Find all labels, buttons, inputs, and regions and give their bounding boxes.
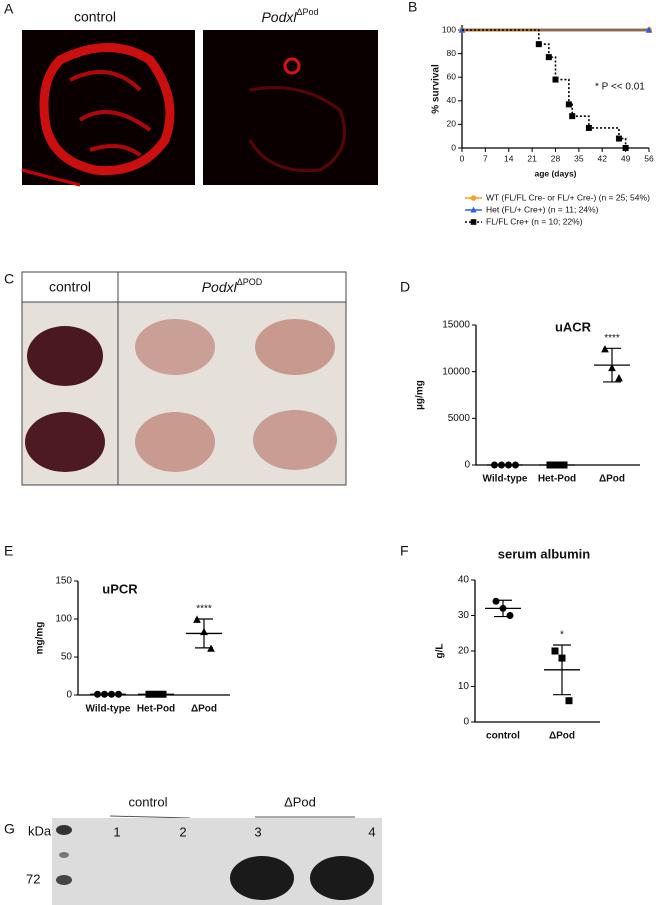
y-tick-label: 10	[458, 681, 470, 692]
x-tick-label: 56	[644, 153, 654, 163]
point	[615, 374, 623, 382]
panel-label: A	[4, 1, 14, 17]
image-label: PodxlΔPod	[261, 7, 318, 24]
label-sup: ΔPod	[297, 7, 319, 17]
header-main: Podxl	[202, 279, 238, 295]
y-axis-label: mg/mg	[35, 622, 46, 655]
panel-label: E	[4, 543, 13, 559]
y-tick-label: 5000	[448, 413, 471, 424]
lane-label: 4	[368, 824, 375, 839]
x-tick-label: control	[486, 731, 520, 742]
unit-label: kDa	[28, 823, 52, 838]
legend-marker	[470, 219, 477, 225]
x-tick-label: ΔPod	[599, 474, 625, 485]
marker-label: 72	[26, 871, 40, 886]
point	[551, 647, 559, 655]
lane-label: 3	[254, 824, 261, 839]
micrograph	[203, 30, 378, 185]
point	[565, 697, 573, 705]
y-tick-label: 40	[458, 575, 470, 586]
point	[569, 113, 576, 120]
x-tick-label: Het-Pod	[137, 704, 175, 715]
y-tick-label: 40	[447, 95, 457, 105]
y-tick-label: 15000	[442, 320, 470, 331]
x-tick-label: 7	[483, 153, 488, 163]
significance: ****	[604, 333, 620, 344]
group-label: ΔPod	[284, 794, 316, 809]
point	[622, 145, 629, 151]
column-header: PodxlΔPOD	[202, 277, 263, 294]
point	[552, 76, 559, 83]
x-tick-label: 35	[574, 153, 584, 163]
x-tick-label: Wild-type	[86, 704, 131, 715]
point	[645, 26, 653, 33]
x-tick-label: ΔPod	[191, 704, 217, 715]
panel-label: B	[408, 0, 417, 15]
x-tick-label: 49	[621, 153, 631, 163]
point	[615, 135, 622, 142]
y-axis-label: µg/mg	[415, 380, 426, 410]
column-header: control	[49, 279, 91, 295]
photo-table	[21, 271, 347, 486]
point	[492, 597, 500, 605]
label-main: Podxl	[261, 9, 297, 25]
panel-label: C	[4, 271, 14, 287]
x-tick-label: Het-Pod	[538, 474, 576, 485]
significance: *	[560, 630, 564, 641]
y-tick-label: 0	[464, 460, 470, 471]
group-label: control	[128, 794, 167, 809]
y-tick-label: 30	[458, 610, 470, 621]
point	[585, 124, 592, 131]
y-tick-label: 80	[447, 48, 457, 58]
header-sup: ΔPOD	[237, 277, 263, 287]
chart-title: uACR	[555, 319, 592, 334]
point	[565, 101, 572, 108]
significance: ****	[196, 604, 212, 615]
x-tick-label: 14	[504, 153, 514, 163]
x-tick-label: 21	[527, 153, 537, 163]
y-tick-label: 10000	[442, 366, 470, 377]
y-tick-label: 0	[451, 142, 456, 152]
x-tick-label: Wild-type	[483, 474, 528, 485]
point	[506, 612, 514, 619]
lane-label: 1	[113, 824, 120, 839]
y-tick-label: 20	[458, 646, 470, 657]
legend-marker	[470, 206, 477, 213]
y-tick-label: 50	[61, 652, 73, 663]
x-tick-label: ΔPod	[549, 731, 575, 742]
blot	[52, 818, 382, 905]
x-tick-label: 42	[598, 153, 608, 163]
image-label: control	[74, 9, 116, 25]
y-tick-label: 20	[447, 119, 457, 129]
legend-label: FL/FL Cre+ (n = 10; 22%)	[486, 216, 583, 226]
y-tick-label: 60	[447, 71, 457, 81]
lane-label: 2	[179, 824, 186, 839]
legend-label: Het (FL/+ Cre+) (n = 11; 24%)	[486, 204, 599, 214]
x-axis-label: age (days)	[534, 168, 576, 178]
point	[545, 54, 552, 61]
y-tick-label: 100	[442, 24, 456, 34]
x-tick-label: 28	[551, 153, 561, 163]
micrograph	[21, 30, 195, 187]
y-tick-label: 150	[55, 576, 72, 587]
annotation: * P << 0.01	[595, 82, 645, 93]
panel-label: D	[400, 279, 410, 295]
chart-title: serum albumin	[498, 546, 591, 561]
y-tick-label: 0	[463, 717, 469, 728]
y-axis-label: g/L	[435, 644, 446, 659]
panel-label: G	[4, 821, 15, 837]
x-tick-label: 0	[460, 153, 465, 163]
y-tick-label: 100	[55, 614, 72, 625]
legend-marker	[470, 195, 477, 201]
y-tick-label: 0	[66, 690, 72, 701]
legend-label: WT (FL/FL Cre- or FL/+ Cre-) (n = 25; 54…	[486, 192, 650, 202]
chart-title: uPCR	[102, 581, 138, 596]
group-line	[109, 815, 191, 819]
point	[535, 41, 542, 48]
y-axis-label: % survival	[431, 64, 442, 114]
panel-label: F	[400, 543, 409, 559]
